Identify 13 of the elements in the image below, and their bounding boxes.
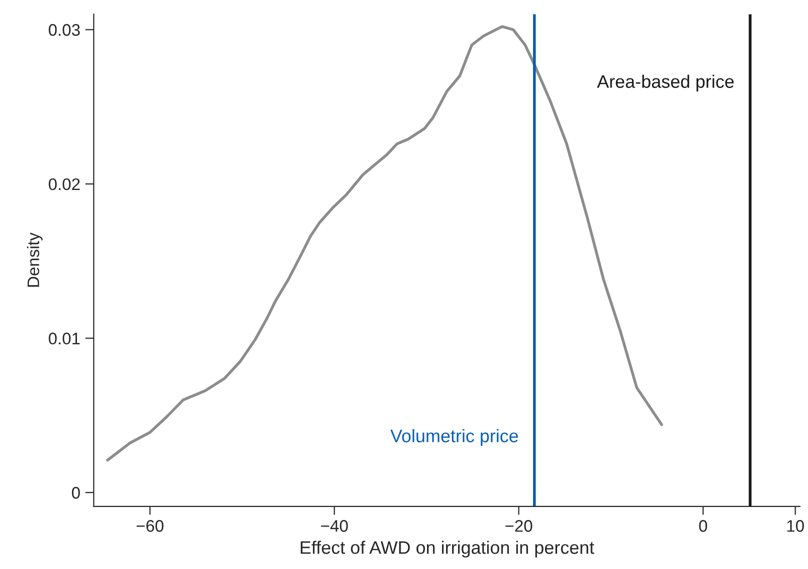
y-tick-label: 0.01 bbox=[48, 332, 80, 344]
y-axis-title: Density bbox=[27, 232, 43, 287]
x-tick-label: 0 bbox=[699, 520, 708, 532]
x-axis-title: Effect of AWD on irrigation in percent bbox=[300, 540, 594, 558]
y-tick-label: 0.02 bbox=[48, 178, 80, 190]
y-tick-label: 0 bbox=[72, 486, 80, 499]
x-tick-label: −20 bbox=[505, 520, 532, 532]
y-tick-label: 0.03 bbox=[48, 24, 80, 36]
x-tick-label: 10 bbox=[787, 520, 804, 532]
x-tick-label: −60 bbox=[136, 520, 164, 532]
x-tick-label: −40 bbox=[321, 520, 348, 532]
ref-line-label: Area-based price bbox=[597, 74, 734, 92]
ref-line-label: Volumetric price bbox=[390, 429, 518, 446]
